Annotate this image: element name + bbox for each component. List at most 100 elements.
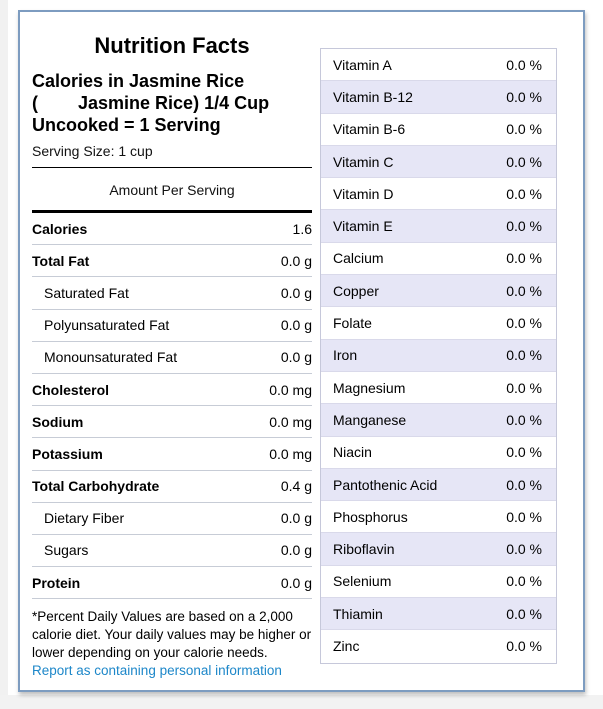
nutrient-row: Total Carbohydrate 0.4 g (32, 471, 312, 503)
row-label: Total Carbohydrate (32, 478, 160, 495)
row-label: Vitamin D (333, 185, 394, 202)
daily-values-footnote: *Percent Daily Values are based on a 2,0… (32, 609, 312, 661)
row-label: Sodium (32, 413, 84, 430)
row-label: Saturated Fat (44, 284, 129, 301)
row-label: Magnesium (333, 379, 406, 396)
row-label: Protein (32, 574, 81, 591)
micronutrient-row: Vitamin D 0.0 % (321, 178, 556, 211)
row-label: Niacin (333, 444, 372, 461)
nutrient-row: Protein 0.0 g (32, 567, 312, 600)
nutrient-row: Sugars 0.0 g (32, 535, 312, 568)
row-value: 0.0 % (506, 121, 542, 138)
row-label: Cholesterol (32, 381, 110, 398)
row-value: 0.0 % (506, 185, 542, 202)
micronutrient-row: Calcium 0.0 % (321, 242, 556, 276)
row-value: 0.0 % (506, 605, 542, 622)
micronutrient-table: Vitamin A 0.0 % Vitamin B-12 0.0 % Vitamin B… (320, 48, 557, 664)
row-label: Selenium (333, 573, 392, 590)
page-bottom-edge (0, 695, 603, 709)
page-title: Nutrition Facts (94, 33, 250, 58)
row-value: 0.0 g (280, 252, 312, 269)
row-label: Phosphorus (333, 508, 408, 525)
row-value: 0.0 g (280, 574, 312, 591)
amount-per-serving-label: Amount Per Serving (109, 182, 235, 198)
row-label: Dietary Fiber (44, 510, 125, 527)
row-value: 0.0 % (506, 250, 542, 267)
micronutrient-row: Iron 0.0 % (321, 339, 556, 372)
row-value: 0.0 mg (269, 413, 312, 430)
row-label: Zinc (333, 638, 360, 655)
row-label: Thiamin (333, 605, 383, 622)
row-label: Vitamin A (333, 56, 392, 73)
row-value: 0.0 mg (269, 381, 312, 398)
row-label: Folate (333, 315, 372, 332)
micronutrient-row: Vitamin B-6 0.0 % (321, 113, 556, 146)
row-label: Copper (333, 282, 379, 299)
row-value: 0.0 % (506, 411, 542, 428)
nutrient-row: Polyunsaturated Fat 0.0 g (32, 310, 312, 342)
row-value: 0.0 g (280, 510, 312, 527)
row-value: 0.0 % (506, 218, 542, 235)
row-value: 0.0 % (506, 444, 542, 461)
row-value: 0.0 % (506, 379, 542, 396)
row-value: 0.0 g (280, 317, 312, 334)
row-label: Manganese (333, 411, 407, 428)
row-label: Pantothenic Acid (333, 476, 438, 493)
row-value: 0.0 % (506, 476, 542, 493)
page-left-edge (0, 0, 8, 709)
row-value: 0.0 % (506, 56, 542, 73)
micronutrient-row: Vitamin E 0.0 % (321, 210, 556, 243)
row-value: 0.0 % (506, 88, 542, 105)
nutrition-facts-card: Nutrition Facts Calories in Jasmine Rice… (18, 10, 585, 692)
nutrient-row: Monounsaturated Fat 0.0 g (32, 342, 312, 374)
food-heading: Calories in Jasmine Rice ( Jasmine Rice)… (32, 71, 270, 135)
row-label: Riboflavin (333, 541, 395, 558)
row-label: Calcium (333, 250, 384, 267)
micronutrient-row: Pantothenic Acid 0.0 % (321, 468, 556, 502)
nutrient-row: Potassium 0.0 mg (32, 438, 312, 471)
micronutrient-row: Copper 0.0 % (321, 275, 556, 308)
row-label: Calories (32, 220, 88, 237)
row-value: 0.0 % (506, 638, 542, 655)
row-value: 0.0 % (506, 508, 542, 525)
micronutrient-row: Selenium 0.0 % (321, 565, 556, 599)
micronutrient-row: Vitamin B-12 0.0 % (321, 81, 556, 114)
row-value: 0.0 % (506, 573, 542, 590)
row-label: Sugars (44, 542, 89, 559)
row-value: 1.6 (292, 220, 312, 237)
nutrient-row: Calories 1.6 (32, 213, 312, 246)
micronutrient-row: Vitamin A 0.0 % (321, 49, 556, 82)
nutrient-row: Sodium 0.0 mg (32, 406, 312, 439)
row-value: 0.0 mg (269, 445, 312, 462)
nutrient-row: Cholesterol 0.0 mg (32, 374, 312, 407)
row-label: Monounsaturated Fat (44, 349, 178, 366)
row-value: 0.0 % (506, 541, 542, 558)
micronutrient-row: Manganese 0.0 % (321, 404, 556, 437)
row-value: 0.0 g (280, 542, 312, 559)
micronutrient-row: Vitamin C 0.0 % (321, 145, 556, 179)
row-label: Vitamin C (333, 153, 394, 170)
row-label: Potassium (32, 445, 103, 462)
micronutrient-row: Zinc 0.0 % (321, 630, 556, 663)
micronutrient-row: Phosphorus 0.0 % (321, 501, 556, 534)
row-value: 0.0 g (280, 284, 312, 301)
nutrient-row: Saturated Fat 0.0 g (32, 277, 312, 310)
nutrition-panel: Nutrition Facts Calories in Jasmine Rice… (32, 12, 312, 680)
nutrient-row: Total Fat 0.0 g (32, 245, 312, 278)
nutrient-row: Dietary Fiber 0.0 g (32, 503, 312, 535)
report-link[interactable]: Report as containing personal informatio… (32, 663, 282, 679)
serving-size-text: Serving Size: 1 cup (32, 143, 153, 159)
micronutrient-row: Riboflavin 0.0 % (321, 533, 556, 566)
row-value: 0.0 g (280, 349, 312, 366)
micronutrient-row: Thiamin 0.0 % (321, 598, 556, 631)
micronutrient-row: Folate 0.0 % (321, 307, 556, 340)
row-value: 0.0 % (506, 347, 542, 364)
divider-thick (32, 210, 312, 213)
divider-thin (32, 167, 312, 168)
row-label: Total Fat (32, 252, 90, 269)
row-label: Vitamin B-6 (333, 121, 406, 138)
row-label: Iron (333, 347, 358, 364)
row-value: 0.0 % (506, 153, 542, 170)
nutrient-rows: Calories 1.6 Total Fat 0.0 g Saturated Fat 0.… (32, 213, 312, 600)
row-value: 0.4 g (280, 478, 312, 495)
